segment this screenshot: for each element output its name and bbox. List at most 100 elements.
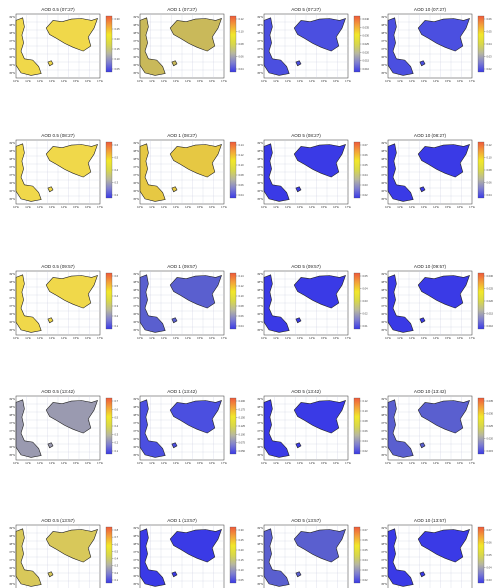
lon-tick-label: 10°E xyxy=(261,79,267,83)
colorbar-tick-label: 0.12 xyxy=(363,399,369,403)
colorbar-tick-label: 0.15 xyxy=(115,47,121,51)
colorbar-tick-label: 0.06 xyxy=(363,538,369,542)
lat-tick-label: 36°N xyxy=(9,566,15,570)
lon-tick-label: 15°E xyxy=(197,205,203,209)
lat-tick-label: 35°N xyxy=(257,197,263,201)
lon-tick-label: 15°E xyxy=(73,79,79,83)
small-island xyxy=(171,60,178,67)
colorbar-tick-label: 0.08 xyxy=(363,419,369,423)
west-landmass xyxy=(139,528,166,587)
colorbar xyxy=(477,15,485,73)
lon-tick-label: 14°E xyxy=(61,336,67,340)
colorbar-tick-label: 0.030 xyxy=(487,412,494,416)
colorbar-tick-label: 0.015 xyxy=(487,449,494,453)
lat-tick-label: 35°N xyxy=(257,582,263,586)
colorbar-tick-label: 0.12 xyxy=(239,17,245,21)
colorbar xyxy=(353,526,361,584)
lon-tick-label: 17°E xyxy=(345,79,351,83)
west-landmass xyxy=(139,274,166,333)
lat-tick-label: 36°N xyxy=(257,574,263,578)
lon-tick-label: 17°E xyxy=(345,461,351,465)
lat-tick-label: 36°N xyxy=(257,189,263,193)
lat-tick-label: 37°N xyxy=(381,550,387,554)
lon-tick-label: 13°E xyxy=(49,205,55,209)
west-landmass xyxy=(387,17,414,76)
lat-tick-label: 38°N xyxy=(381,31,387,35)
lat-tick-label: 36°N xyxy=(9,55,15,59)
lat-tick-label: 36°N xyxy=(257,55,263,59)
small-island xyxy=(47,186,54,193)
lon-tick-label: 10°E xyxy=(137,336,143,340)
colorbar-tick-label: 0.030 xyxy=(363,34,370,38)
lat-tick-label: 35°N xyxy=(381,197,387,201)
colorbar-tick-label: 0.5 xyxy=(115,549,119,553)
colorbar-tick-label: 0.12 xyxy=(239,153,245,157)
panel-title: AOD 0.5 (08:27) xyxy=(41,133,75,138)
lon-tick-label: 12°E xyxy=(409,205,415,209)
lat-tick-label: 35°N xyxy=(9,328,15,332)
lat-tick-label: 37°N xyxy=(9,304,15,308)
colorbar-tick-label: 0.10 xyxy=(115,57,121,61)
colorbar xyxy=(229,141,237,199)
sicily-landmass xyxy=(293,18,346,52)
lat-tick-label: 38°N xyxy=(9,534,15,538)
lat-tick-label: 39°N xyxy=(133,397,139,401)
colorbar xyxy=(477,397,485,455)
lat-tick-label: 38°N xyxy=(381,413,387,417)
colorbar-tick-label: 0.04 xyxy=(239,193,245,197)
lon-tick-label: 12°E xyxy=(409,79,415,83)
colorbar xyxy=(105,526,113,584)
lat-tick-label: 38°N xyxy=(257,149,263,153)
lat-tick-label: 37°N xyxy=(133,165,139,169)
lat-tick-label: 36°N xyxy=(9,189,15,193)
lon-tick-label: 15°E xyxy=(445,79,451,83)
lat-tick-label: 39°N xyxy=(9,141,15,145)
colorbar xyxy=(353,141,361,199)
sicily-landmass xyxy=(45,529,98,563)
lon-tick-label: 17°E xyxy=(221,79,227,83)
sicily-landmass xyxy=(45,144,98,178)
lon-tick-label: 15°E xyxy=(197,79,203,83)
panel-title: AOD 1 (08:27) xyxy=(167,133,197,138)
west-landmass xyxy=(263,399,290,458)
lat-tick-label: 37°N xyxy=(9,39,15,43)
colorbar-tick-label: 0.025 xyxy=(487,287,494,291)
colorbar xyxy=(105,397,113,455)
lat-tick-label: 37°N xyxy=(257,165,263,169)
lon-tick-label: 10°E xyxy=(137,461,143,465)
lat-tick-label: 37°N xyxy=(257,296,263,300)
lat-tick-label: 36°N xyxy=(381,574,387,578)
colorbar-tick-label: 0.050 xyxy=(239,449,246,453)
panel-title: AOD 0.5 (13:42) xyxy=(41,389,75,394)
aod-map-panel: AOD 10 (13:42) 39°N 38°N 38°N 37°N 37°N 36°N 36… xyxy=(381,389,493,465)
lat-tick-label: 39°N xyxy=(9,526,15,530)
aod-map-panel: AOD 1 (07:27) 39°N 38°N 38°N 37°N 37°N 36°N 36°… xyxy=(133,7,244,83)
colorbar-tick-label: 0.10 xyxy=(239,568,245,572)
lon-tick-label: 13°E xyxy=(297,461,303,465)
lon-tick-label: 15°E xyxy=(445,461,451,465)
colorbar-tick-label: 0.02 xyxy=(363,193,369,197)
colorbar-tick-label: 0.5 xyxy=(115,416,119,420)
colorbar-tick-label: 0.14 xyxy=(239,143,245,147)
lat-tick-label: 38°N xyxy=(257,31,263,35)
lat-tick-label: 37°N xyxy=(381,47,387,51)
lon-tick-label: 11°E xyxy=(25,336,31,340)
colorbar-tick-label: 0.2 xyxy=(115,314,119,318)
lon-tick-label: 12°E xyxy=(285,336,291,340)
colorbar-tick-label: 0.14 xyxy=(239,274,245,278)
lon-tick-label: 12°E xyxy=(37,205,43,209)
lon-tick-label: 13°E xyxy=(49,336,55,340)
aod-map-panel: AOD 1 (13:57) 39°N 38°N 38°N 37°N 37°N 36°N 36°… xyxy=(133,518,244,588)
lat-tick-label: 37°N xyxy=(257,558,263,562)
west-landmass xyxy=(263,274,290,333)
lat-tick-label: 37°N xyxy=(133,421,139,425)
lon-tick-label: 11°E xyxy=(25,461,31,465)
lon-tick-label: 15°E xyxy=(321,461,327,465)
colorbar-tick-label: 0.05 xyxy=(487,553,493,557)
lat-tick-label: 36°N xyxy=(381,55,387,59)
lat-tick-label: 37°N xyxy=(133,558,139,562)
lon-tick-label: 13°E xyxy=(297,205,303,209)
colorbar xyxy=(229,15,237,73)
lon-tick-label: 17°E xyxy=(469,336,475,340)
lon-tick-label: 10°E xyxy=(385,79,391,83)
